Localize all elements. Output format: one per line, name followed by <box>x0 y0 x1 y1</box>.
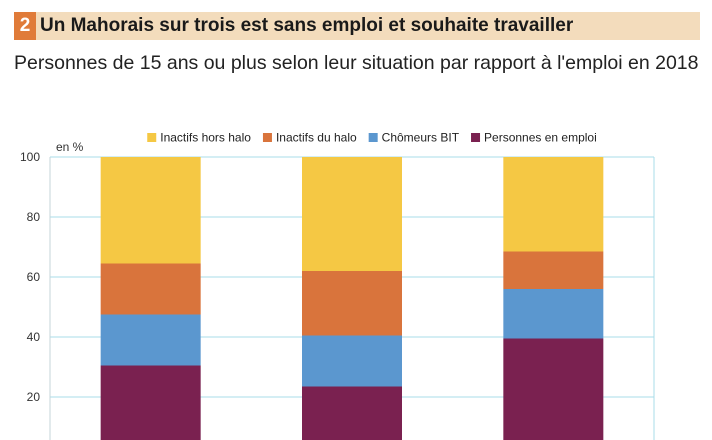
bar-segment-3-series-4 <box>503 157 604 252</box>
y-axis-unit-label: en % <box>56 140 84 154</box>
bar-segment-2-series-4 <box>302 157 402 271</box>
legend-label-2: Inactifs du halo <box>276 131 357 145</box>
y-tick-label-40: 40 <box>27 330 41 344</box>
bar-segment-1-series-3 <box>100 263 201 315</box>
legend-swatch-3 <box>368 133 378 142</box>
bar-segment-1-series-4 <box>100 157 201 264</box>
figure-number: 2 <box>14 12 36 40</box>
bar-segment-3-series-3 <box>503 251 604 289</box>
bar-segment-1-series-1 <box>100 365 201 440</box>
figure-title-bar: 2 Un Mahorais sur trois est sans emploi … <box>14 12 700 40</box>
bar-segment-3-series-1 <box>503 338 604 440</box>
legend-swatch-4 <box>471 133 481 142</box>
legend-swatch-2 <box>262 133 272 142</box>
y-tick-label-60: 60 <box>27 270 41 284</box>
legend-label-4: Personnes en emploi <box>484 131 597 145</box>
y-tick-label-100: 100 <box>20 150 40 164</box>
bar-segment-2-series-1 <box>302 386 402 440</box>
legend-label-3: Chômeurs BIT <box>382 131 460 145</box>
bar-segment-2-series-3 <box>302 271 402 336</box>
figure-title: Un Mahorais sur trois est sans emploi et… <box>40 15 574 36</box>
bar-segment-3-series-2 <box>503 289 604 339</box>
y-tick-label-20: 20 <box>27 390 41 404</box>
legend-swatch-1 <box>147 133 157 142</box>
legend-label-1: Inactifs hors halo <box>160 131 251 145</box>
figure-subtitle: Personnes de 15 ans ou plus selon leur s… <box>14 52 699 74</box>
y-tick-label-80: 80 <box>27 210 41 224</box>
bar-segment-1-series-2 <box>100 314 201 366</box>
bar-segment-2-series-2 <box>302 335 402 387</box>
